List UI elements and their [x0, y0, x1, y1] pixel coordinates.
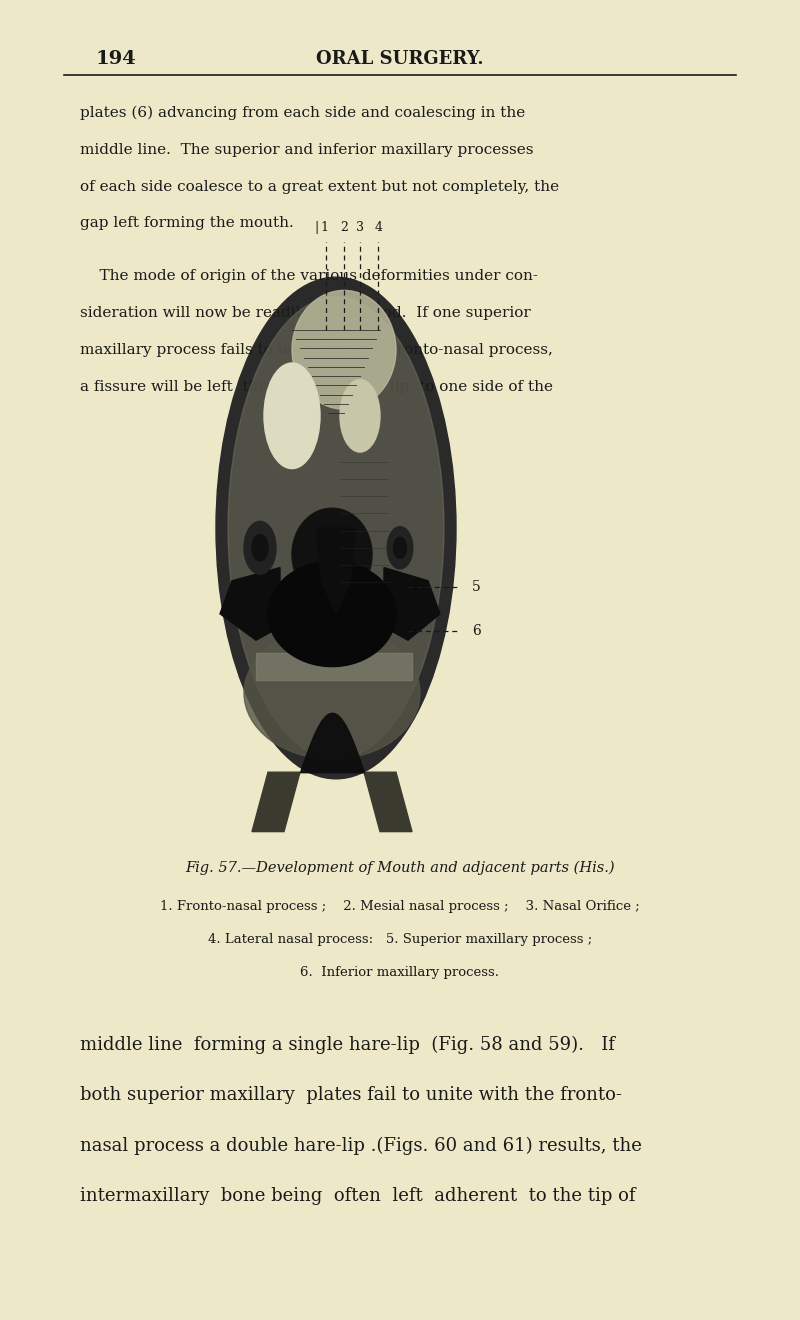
Text: |: | [314, 220, 319, 234]
Text: 194: 194 [96, 50, 137, 69]
Text: sideration will now be readily understood.  If one superior: sideration will now be readily understoo… [80, 306, 530, 321]
Text: 2: 2 [340, 220, 348, 234]
Text: ORAL SURGERY.: ORAL SURGERY. [316, 50, 484, 69]
Ellipse shape [292, 290, 396, 409]
Polygon shape [316, 528, 356, 614]
Ellipse shape [228, 297, 444, 759]
Text: middle line.  The superior and inferior maxillary processes: middle line. The superior and inferior m… [80, 143, 534, 157]
Circle shape [252, 535, 268, 561]
Circle shape [387, 527, 413, 569]
Polygon shape [364, 772, 412, 832]
Ellipse shape [244, 627, 420, 759]
Text: a fissure will be left  through the upper lip  to one side of the: a fissure will be left through the upper… [80, 380, 553, 395]
Text: Fig. 57.—Development of Mouth and adjacent parts (His.): Fig. 57.—Development of Mouth and adjace… [185, 861, 615, 875]
Polygon shape [384, 568, 440, 640]
Ellipse shape [216, 277, 456, 779]
Text: middle line  forming a single hare-lip  (Fig. 58 and 59).   If: middle line forming a single hare-lip (F… [80, 1036, 615, 1055]
Text: 1. Fronto-nasal process ;    2. Mesial nasal process ;    3. Nasal Orifice ;: 1. Fronto-nasal process ; 2. Mesial nasa… [160, 900, 640, 913]
Text: 3: 3 [356, 220, 364, 234]
Text: nasal process a double hare-lip .(Figs. 60 and 61) results, the: nasal process a double hare-lip .(Figs. … [80, 1137, 642, 1155]
Text: The mode of origin of the various deformities under con-: The mode of origin of the various deform… [80, 269, 538, 284]
Ellipse shape [292, 508, 372, 601]
Text: 6: 6 [472, 624, 481, 638]
Text: 6.  Inferior maxillary process.: 6. Inferior maxillary process. [301, 966, 499, 979]
Text: 1: 1 [321, 220, 329, 234]
Text: 4. Lateral nasal process:   5. Superior maxillary process ;: 4. Lateral nasal process: 5. Superior ma… [208, 933, 592, 946]
Polygon shape [252, 772, 300, 832]
Text: intermaxillary  bone being  often  left  adherent  to the tip of: intermaxillary bone being often left adh… [80, 1187, 635, 1205]
Text: 4: 4 [374, 220, 382, 234]
Text: both superior maxillary  plates fail to unite with the fronto-: both superior maxillary plates fail to u… [80, 1086, 622, 1105]
Circle shape [244, 521, 276, 574]
Ellipse shape [264, 363, 320, 469]
Text: 5: 5 [472, 581, 481, 594]
Text: of each side coalesce to a great extent but not completely, the: of each side coalesce to a great extent … [80, 180, 559, 194]
Polygon shape [220, 568, 280, 640]
Text: plates (6) advancing from each side and coalescing in the: plates (6) advancing from each side and … [80, 106, 526, 120]
Text: maxillary process fails to unite with the fronto-nasal process,: maxillary process fails to unite with th… [80, 343, 553, 358]
Circle shape [394, 537, 406, 558]
Text: gap left forming the mouth.: gap left forming the mouth. [80, 216, 294, 231]
Ellipse shape [340, 380, 380, 451]
Ellipse shape [268, 561, 396, 667]
Bar [256, 653, 412, 680]
